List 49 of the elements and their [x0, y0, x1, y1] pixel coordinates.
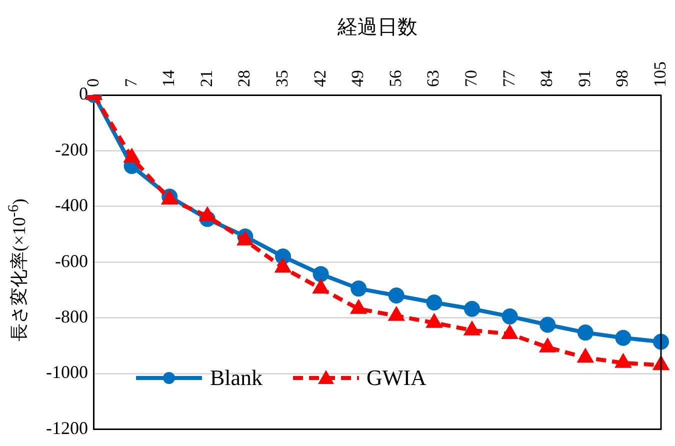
point — [426, 294, 442, 310]
point — [124, 150, 139, 163]
x-tick-label: 63 — [424, 70, 443, 87]
point — [654, 357, 668, 370]
point — [314, 280, 328, 294]
point — [238, 232, 252, 246]
point — [312, 266, 329, 282]
point — [464, 300, 480, 317]
x-tick-label: 56 — [386, 70, 405, 87]
point — [615, 330, 632, 346]
point — [389, 308, 404, 321]
x-tick-label: 91 — [574, 70, 594, 87]
point — [464, 322, 480, 336]
point — [653, 334, 669, 350]
point — [502, 326, 517, 339]
x-tick-label: 49 — [348, 70, 368, 87]
point — [200, 208, 215, 222]
legend-label: GWIA — [366, 365, 426, 392]
point — [276, 260, 290, 273]
y-tick-label: -600 — [54, 250, 88, 271]
point — [540, 339, 555, 352]
y-tick-label: -800 — [54, 306, 88, 327]
legend-label: Blank — [210, 365, 263, 392]
point — [577, 324, 594, 341]
point — [388, 288, 404, 304]
x-axis-title: 経過日数 — [336, 16, 418, 38]
y-tick-label: -1200 — [46, 418, 88, 438]
x-tick-label: 14 — [159, 70, 178, 87]
x-tick-label: 28 — [234, 70, 254, 87]
point — [578, 350, 593, 363]
point — [351, 300, 366, 314]
x-tick-label: 77 — [499, 70, 518, 87]
y-tick-label: -200 — [54, 139, 88, 160]
y-tick-label: -1000 — [46, 362, 88, 382]
x-tick-label: 70 — [461, 70, 480, 87]
x-tick-label: 105 — [650, 62, 670, 87]
y-tick-label: -400 — [54, 195, 88, 216]
x-tick-label: 0 — [83, 78, 102, 87]
x-tick-label: 42 — [310, 70, 330, 87]
x-tick-label: 7 — [121, 78, 140, 87]
x-tick-label: 35 — [272, 70, 292, 87]
point — [350, 280, 367, 297]
x-tick-label: 84 — [537, 70, 556, 87]
point — [540, 316, 556, 333]
point — [427, 314, 442, 328]
point — [616, 354, 630, 368]
x-tick-label: 98 — [612, 70, 632, 87]
point — [502, 308, 518, 324]
x-tick-label: 21 — [196, 70, 216, 87]
